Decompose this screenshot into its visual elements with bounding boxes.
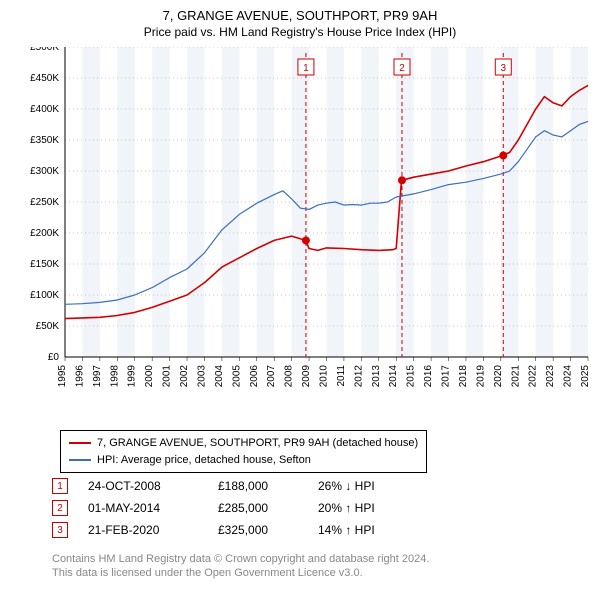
svg-text:£50K: £50K bbox=[36, 321, 60, 332]
svg-text:£400K: £400K bbox=[30, 104, 59, 115]
svg-text:1996: 1996 bbox=[74, 365, 85, 388]
svg-text:2025: 2025 bbox=[580, 365, 590, 388]
sale-row: 3 21-FEB-2020£325,00014% ↑ HPI bbox=[52, 522, 418, 538]
svg-text:2023: 2023 bbox=[545, 365, 556, 388]
svg-text:2009: 2009 bbox=[301, 365, 312, 388]
svg-text:2002: 2002 bbox=[179, 365, 190, 388]
svg-text:2006: 2006 bbox=[249, 365, 260, 388]
svg-text:2013: 2013 bbox=[371, 365, 382, 388]
sale-row: 2 01-MAY-2014£285,00020% ↑ HPI bbox=[52, 500, 418, 516]
svg-text:2007: 2007 bbox=[266, 365, 277, 388]
svg-text:£100K: £100K bbox=[30, 290, 59, 301]
svg-text:2015: 2015 bbox=[406, 365, 417, 388]
svg-text:2018: 2018 bbox=[458, 365, 469, 388]
sale-price: £188,000 bbox=[218, 479, 318, 493]
svg-text:2004: 2004 bbox=[214, 365, 225, 388]
chart-container: 7, GRANGE AVENUE, SOUTHPORT, PR9 9AH Pri… bbox=[0, 0, 600, 590]
sale-price: £285,000 bbox=[218, 501, 318, 515]
svg-text:£450K: £450K bbox=[30, 73, 59, 84]
sale-badge: 1 bbox=[52, 478, 68, 494]
chart-svg: £0 £50K £100K £150K £200K £250K £300K £350K £400… bbox=[10, 47, 590, 417]
svg-text:£0: £0 bbox=[48, 352, 60, 363]
title-line-1: 7, GRANGE AVENUE, SOUTHPORT, PR9 9AH bbox=[0, 0, 600, 23]
svg-text:£350K: £350K bbox=[30, 135, 59, 146]
svg-text:£500K: £500K bbox=[30, 47, 59, 53]
title-line-2: Price paid vs. HM Land Registry's House … bbox=[0, 23, 600, 47]
sale-date: 24-OCT-2008 bbox=[88, 479, 218, 493]
svg-text:2008: 2008 bbox=[284, 365, 295, 388]
sale-badge: 2 bbox=[52, 500, 68, 516]
svg-text:2001: 2001 bbox=[162, 365, 173, 388]
footer-line-2: This data is licensed under the Open Gov… bbox=[52, 566, 429, 580]
chart-area: £0 £50K £100K £150K £200K £250K £300K £350K £400… bbox=[10, 47, 590, 417]
svg-text:2020: 2020 bbox=[493, 365, 504, 388]
svg-text:2022: 2022 bbox=[528, 365, 539, 388]
svg-text:2017: 2017 bbox=[441, 365, 452, 388]
sale-date: 21-FEB-2020 bbox=[88, 523, 218, 537]
svg-text:2021: 2021 bbox=[510, 365, 521, 388]
svg-text:3: 3 bbox=[500, 63, 506, 74]
svg-text:1998: 1998 bbox=[109, 365, 120, 388]
svg-text:2014: 2014 bbox=[388, 365, 399, 388]
svg-text:1997: 1997 bbox=[92, 365, 103, 388]
legend-label: HPI: Average price, detached house, Seft… bbox=[97, 452, 311, 469]
sale-price: £325,000 bbox=[218, 523, 318, 537]
legend: 7, GRANGE AVENUE, SOUTHPORT, PR9 9AH (de… bbox=[60, 430, 427, 473]
legend-label: 7, GRANGE AVENUE, SOUTHPORT, PR9 9AH (de… bbox=[97, 435, 418, 452]
svg-text:2016: 2016 bbox=[423, 365, 434, 388]
legend-item: 7, GRANGE AVENUE, SOUTHPORT, PR9 9AH (de… bbox=[69, 435, 418, 452]
sale-date: 01-MAY-2014 bbox=[88, 501, 218, 515]
svg-text:2024: 2024 bbox=[563, 365, 574, 388]
sale-pct: 26% ↓ HPI bbox=[318, 479, 418, 493]
svg-text:2005: 2005 bbox=[231, 365, 242, 388]
svg-text:£300K: £300K bbox=[30, 166, 59, 177]
svg-text:£200K: £200K bbox=[30, 228, 59, 239]
footer-attribution: Contains HM Land Registry data © Crown c… bbox=[52, 552, 429, 581]
svg-text:1995: 1995 bbox=[57, 365, 68, 388]
legend-swatch bbox=[69, 442, 91, 444]
legend-swatch bbox=[69, 459, 91, 461]
sale-row: 1 24-OCT-2008£188,00026% ↓ HPI bbox=[52, 478, 418, 494]
svg-text:2019: 2019 bbox=[475, 365, 486, 388]
svg-text:2012: 2012 bbox=[353, 365, 364, 388]
legend-item: HPI: Average price, detached house, Seft… bbox=[69, 452, 418, 469]
svg-text:2000: 2000 bbox=[144, 365, 155, 388]
sale-pct: 14% ↑ HPI bbox=[318, 523, 418, 537]
svg-text:2010: 2010 bbox=[319, 365, 330, 388]
svg-text:£150K: £150K bbox=[30, 259, 59, 270]
svg-text:2003: 2003 bbox=[196, 365, 207, 388]
svg-text:2: 2 bbox=[399, 63, 405, 74]
svg-text:1: 1 bbox=[303, 63, 309, 74]
sale-pct: 20% ↑ HPI bbox=[318, 501, 418, 515]
svg-text:2011: 2011 bbox=[336, 365, 347, 387]
sale-badge: 3 bbox=[52, 522, 68, 538]
sales-table: 1 24-OCT-2008£188,00026% ↓ HPI 2 01-MAY-201… bbox=[52, 478, 418, 544]
svg-text:£250K: £250K bbox=[30, 197, 59, 208]
svg-text:1999: 1999 bbox=[127, 365, 138, 388]
footer-line-1: Contains HM Land Registry data © Crown c… bbox=[52, 552, 429, 566]
